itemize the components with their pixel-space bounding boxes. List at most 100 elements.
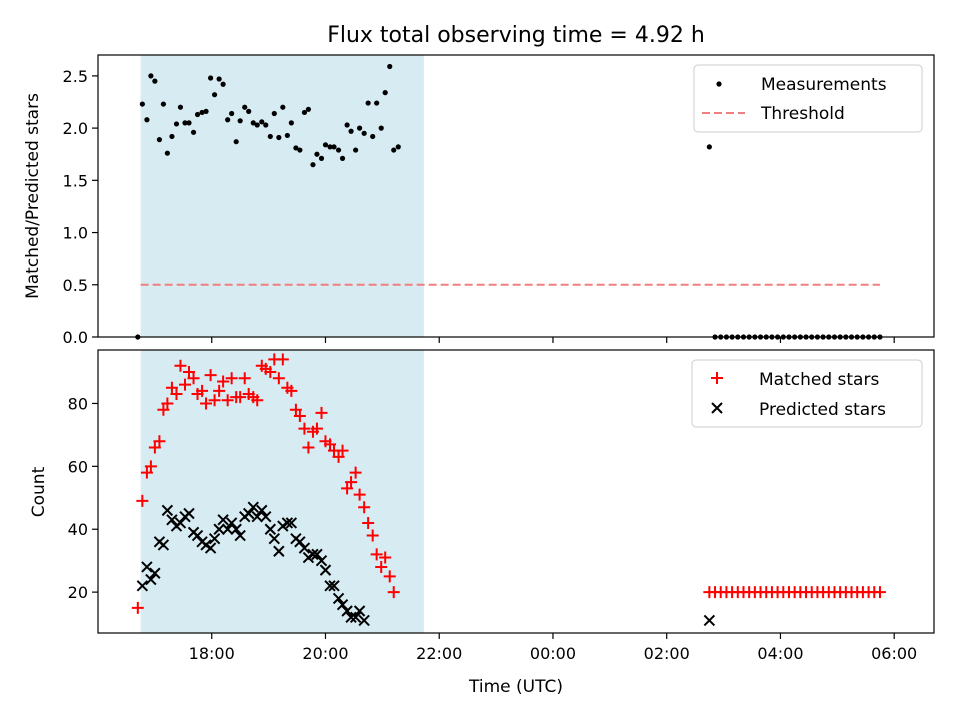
bot-series1-point-25 [242,507,255,520]
top-series0-point-53 [361,130,367,136]
top-series0-point-23 [233,139,239,145]
bot-x-tick-label-5: 04:00 [757,644,803,663]
bot-series1-point-23 [234,529,246,542]
bot-series1-point-1 [141,561,153,573]
bot-series0-point-60 [387,586,400,599]
top-series0-point-55 [370,133,376,140]
top-series0-point-25 [242,104,248,110]
top-series0-point-14 [194,111,201,118]
top-series0-point-62 [706,144,712,150]
bot-series0-point-15 [196,384,209,397]
legend-matched-label: Matched stars [759,370,879,390]
top-series0-point-10 [177,104,184,110]
bot-series0-point-47 [332,450,345,463]
ratio-panel: 0.0 0.5 1.0 1.5 2.0 2.5 Matched/Predicted sta… [23,54,935,347]
bot-series0-point-16 [200,397,213,410]
top-y-tick-label-0: 0.0 [63,328,88,347]
top-series0-point-18 [211,92,218,98]
bot-x-tick-label-2: 22:00 [416,644,462,663]
bot-series1-point-46 [332,592,345,605]
ratio-legend: Measurements Threshold [693,64,923,133]
ratio-panel-frame [97,54,935,338]
bot-series0-point-12 [182,366,195,379]
bot-series1-point-38 [298,542,311,554]
top-series0-point-54 [365,100,371,106]
bot-series0-point-5 [153,435,166,448]
bot-series1-point-51 [353,605,366,617]
ratio-y-axis-label: Matched/Predicted stars [23,93,43,299]
figure-title: Flux total observing time = 4.92 h [327,23,705,48]
bot-y-tick-label-3: 80 [68,394,88,413]
bot-series1-point-22 [230,523,242,535]
bot-series1-point-5 [157,539,170,551]
top-series0-point-21 [225,117,231,123]
bot-series0-point-42 [310,422,323,435]
top-series0-point-4 [152,78,158,84]
top-series0-point-20 [220,81,226,87]
top-series0-point-17 [208,75,214,81]
bot-series0-point-48 [336,444,349,457]
bot-series0-point-56 [370,548,383,561]
bot-series1-point-47 [336,598,349,611]
top-series0-point-29 [259,119,265,125]
bot-series1-point-40 [307,548,319,561]
top-series0-point-35 [284,132,290,139]
count-panel-frame [97,349,935,634]
bot-series0-point-18 [208,394,221,407]
top-series0-point-11 [182,120,188,126]
top-series0-point-28 [254,122,260,128]
top-series0-point-13 [190,129,197,135]
top-series0-point-45 [327,144,333,150]
top-series0-point-49 [344,122,350,128]
bot-series1-point-13 [191,529,204,542]
bot-series0-point-3 [144,460,157,473]
top-series0-point-61 [395,144,401,150]
bot-series0-point-53 [358,501,371,514]
top-series0-point-9 [173,121,180,127]
bot-y-tick-label-1: 40 [68,520,88,539]
top-y-tick-label-2: 1.0 [63,224,88,243]
bot-series1-point-50 [349,611,362,623]
top-series0-point-3 [148,73,154,79]
bot-series1-point-3 [149,567,161,579]
bot-series1-point-31 [268,532,281,545]
bot-series0-point-10 [174,359,187,372]
bot-series0-point-40 [302,441,315,454]
top-series0-point-47 [335,147,342,153]
bot-series1-point-0 [136,580,149,592]
bot-series0-point-4 [148,441,161,454]
top-series0-point-15 [199,109,205,116]
top-series0-point-41 [310,162,316,168]
bot-series0-point-58 [379,551,392,564]
legend-predicted-marker [711,402,723,414]
legend-measurements-label: Measurements [761,75,887,95]
count-legend: Matched stars Predicted stars [691,359,923,428]
top-series0-point-46 [331,144,337,150]
top-series0-point-31 [267,133,273,140]
bot-series0-point-59 [383,570,396,583]
bot-series1-point-53 [703,614,716,627]
bot-series0-point-13 [187,372,200,385]
bot-series1-point-26 [247,501,259,513]
bot-series1-point-37 [294,536,306,548]
bot-series1-point-16 [204,542,217,554]
bot-series1-point-49 [345,611,357,623]
bot-series0-point-20 [217,375,230,388]
top-series0-point-58 [382,90,388,96]
top-series0-point-43 [318,155,325,161]
top-series0-point-50 [348,128,354,134]
bot-series1-point-29 [260,510,272,523]
bot-series0-point-19 [213,384,226,397]
bot-series1-point-35 [285,517,298,529]
top-series0-point-44 [322,142,329,148]
bot-series1-point-42 [315,554,328,567]
top-y-tick-label-4: 2.0 [63,119,88,138]
bot-x-tick-label-6: 06:00 [871,644,917,663]
top-series0-point-6 [160,101,167,107]
top-y-tick-label-1: 0.5 [63,276,88,295]
bot-series1-point-30 [264,523,277,535]
bot-series1-point-44 [324,580,336,592]
bot-series1-point-48 [341,605,353,617]
bot-series0-point-52 [353,488,366,501]
bot-series0-point-36 [285,384,298,397]
